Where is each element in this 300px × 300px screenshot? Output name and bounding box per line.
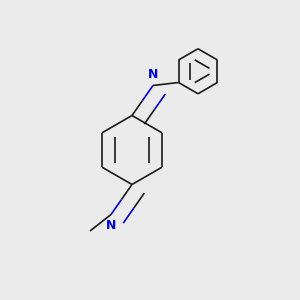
Text: N: N xyxy=(148,68,158,81)
Text: N: N xyxy=(106,219,116,232)
